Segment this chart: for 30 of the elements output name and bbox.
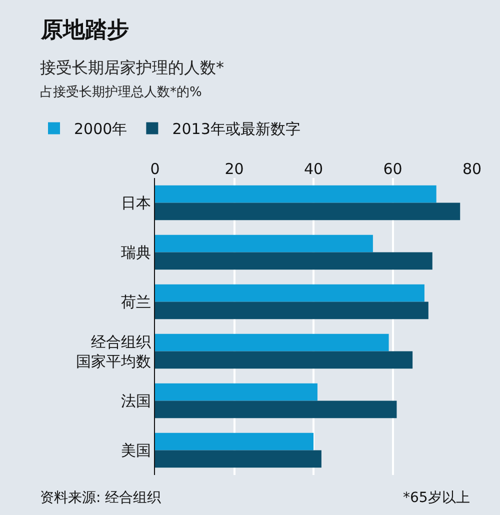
bar	[155, 284, 424, 302]
bar	[155, 400, 397, 418]
bar	[155, 334, 389, 352]
chart-subtitle: 接受长期居家护理的人数*	[40, 58, 224, 77]
bar	[155, 185, 436, 203]
bar	[155, 252, 432, 270]
bar	[155, 351, 413, 369]
bar	[155, 432, 314, 450]
legend-label: 2013年或最新数字	[172, 120, 300, 138]
y-tick-label: 荷兰	[120, 293, 151, 311]
y-tick-label: 经合组织国家平均数	[76, 332, 151, 370]
bar	[155, 383, 318, 401]
x-tick-label: 80	[462, 160, 482, 178]
x-tick-label: 40	[304, 160, 324, 178]
x-tick-label: 60	[383, 160, 402, 178]
y-tick-label: 瑞典	[120, 244, 151, 262]
bar	[155, 202, 460, 220]
y-tick-label: 法国	[120, 392, 151, 410]
bar	[155, 450, 322, 468]
text: *65岁以上	[403, 490, 470, 506]
text: 资料来源: 经合组织	[40, 490, 162, 506]
x-tick-label: 20	[224, 160, 244, 178]
chart-title: 原地踏步	[40, 18, 129, 43]
x-axis-title: 占接受长期护理总人数*的%	[40, 85, 202, 100]
bar	[155, 234, 373, 252]
bar	[155, 302, 428, 320]
legend-label: 2000年	[74, 120, 128, 138]
x-tick-label: 0	[150, 160, 160, 178]
y-tick-label: 日本	[120, 194, 151, 212]
y-tick-label: 美国	[120, 442, 151, 460]
